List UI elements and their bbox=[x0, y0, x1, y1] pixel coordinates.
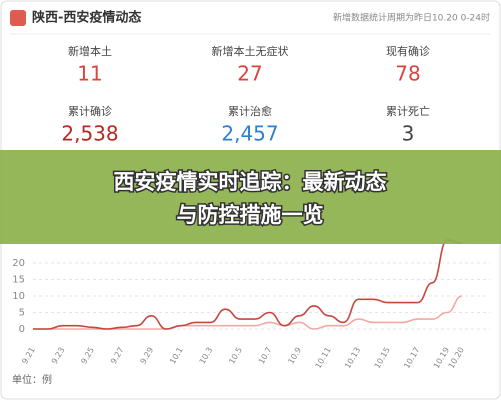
stat-label: 累计治愈 bbox=[228, 104, 272, 118]
stat-value: 2,538 bbox=[61, 122, 118, 146]
stat-label: 新增本土无症状 bbox=[212, 44, 289, 58]
y-tick-label: 5 bbox=[19, 308, 25, 319]
y-tick-label: 20 bbox=[12, 258, 25, 269]
banner-line: 西安疫情实时追踪：最新动态 bbox=[114, 170, 387, 194]
series-line bbox=[33, 239, 463, 330]
stat-value: 11 bbox=[77, 62, 102, 86]
stat-label: 现有确诊 bbox=[386, 44, 430, 58]
stat-label: 累计死亡 bbox=[386, 104, 430, 118]
y-tick-label: 15 bbox=[12, 275, 25, 286]
unit-label: 单位：例 bbox=[12, 373, 52, 386]
y-tick-label: 10 bbox=[12, 291, 25, 302]
stat-label: 新增本土 bbox=[68, 44, 112, 58]
title: 陕西-西安疫情动态 bbox=[32, 10, 141, 26]
banner bbox=[0, 150, 501, 244]
period-note: 新增数据统计周期为昨日10.20 0-24时 bbox=[333, 12, 490, 24]
stat-value: 78 bbox=[395, 62, 420, 86]
stat-value: 27 bbox=[237, 62, 262, 86]
y-tick-label: 0 bbox=[19, 324, 25, 335]
stat-value: 3 bbox=[402, 122, 415, 146]
logo bbox=[10, 10, 26, 26]
stat-value: 2,457 bbox=[221, 122, 278, 146]
banner-line: 与防控措施一览 bbox=[177, 203, 324, 227]
stat-label: 累计确诊 bbox=[68, 104, 112, 118]
